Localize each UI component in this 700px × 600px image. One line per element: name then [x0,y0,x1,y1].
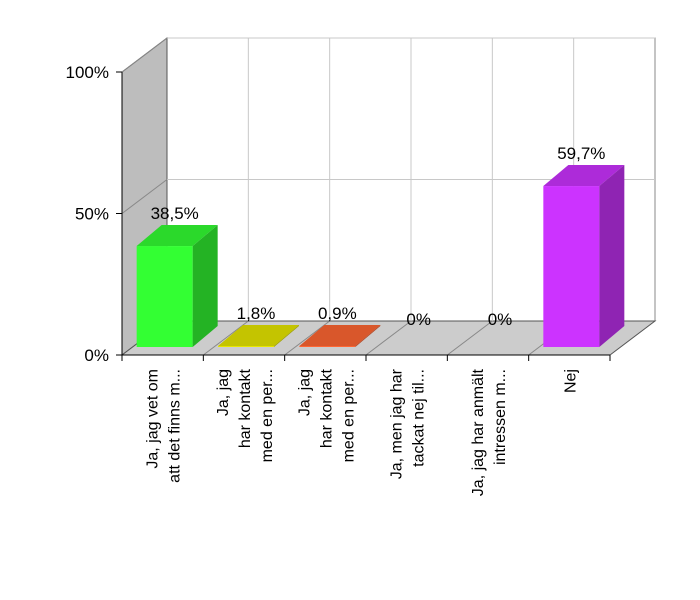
data-label: 0% [488,310,513,329]
floor-divider [447,320,493,356]
side-gridline [121,37,168,73]
category-label-line: med en per... [340,369,357,462]
category-label-line: har kontakt [318,368,335,448]
bar-front [299,346,356,347]
category-label-line: har kontakt [237,368,254,448]
data-label: 0,9% [318,304,357,323]
category-label: Ja, jag har anmält intressen m... [470,368,509,496]
data-label: 59,7% [557,144,605,163]
category-label: Ja, jag vet om att det finns m... [145,369,184,483]
bar-front [136,246,193,347]
y-tick-label: 100% [66,63,109,82]
bar-side [192,225,218,347]
bar-top [136,225,218,247]
category-label-line: Ja, jag [296,369,313,416]
category-label: Ja, jag har kontakt med en per... [215,368,276,462]
category-label-line: tackat nej til... [411,369,428,467]
bar [543,165,625,347]
bar-side [599,165,625,347]
category-label-line: Ja, jag [215,369,232,416]
bar-top [218,325,299,346]
category-label: Nej [562,369,579,393]
category-labels: Ja, jag vet om att det finns m... Ja, jag h… [145,368,580,496]
floor-divider [203,320,249,356]
bars [136,165,625,347]
category-label-line: med en per... [259,369,276,462]
bar [299,325,381,347]
bar-top [299,325,381,346]
y-tick-label: 50% [75,205,109,224]
floor-divider [284,320,330,356]
category-label-line: att det finns m... [167,369,184,483]
y-axis-ticks: 0% 50% 100% [66,63,611,365]
bar-top [543,165,625,187]
side-gridline [121,179,168,214]
category-label: Ja, jag har kontakt med en per... [296,368,357,462]
category-label-line: Ja, jag har anmält [470,368,487,496]
data-labels: 38,5% 1,8% 0,9% 0% 0% 59,7% [151,144,606,329]
category-label-line: Nej [562,369,579,393]
bar [218,325,299,347]
category-label: Ja, men jag har tackat nej til... [389,368,428,479]
bar-front [218,346,274,347]
bar-side [274,325,299,347]
data-label: 1,8% [237,304,276,323]
category-label-line: intressen m... [492,369,509,465]
data-label: 0% [406,310,431,329]
data-label: 38,5% [151,204,199,223]
bar-front [543,186,600,347]
bar-side [355,325,381,347]
category-label-line: Ja, men jag har [389,368,406,479]
y-tick-label: 0% [84,346,109,365]
bar [136,225,218,347]
floor-divider [365,320,412,356]
category-label-line: Ja, jag vet om [145,369,162,469]
